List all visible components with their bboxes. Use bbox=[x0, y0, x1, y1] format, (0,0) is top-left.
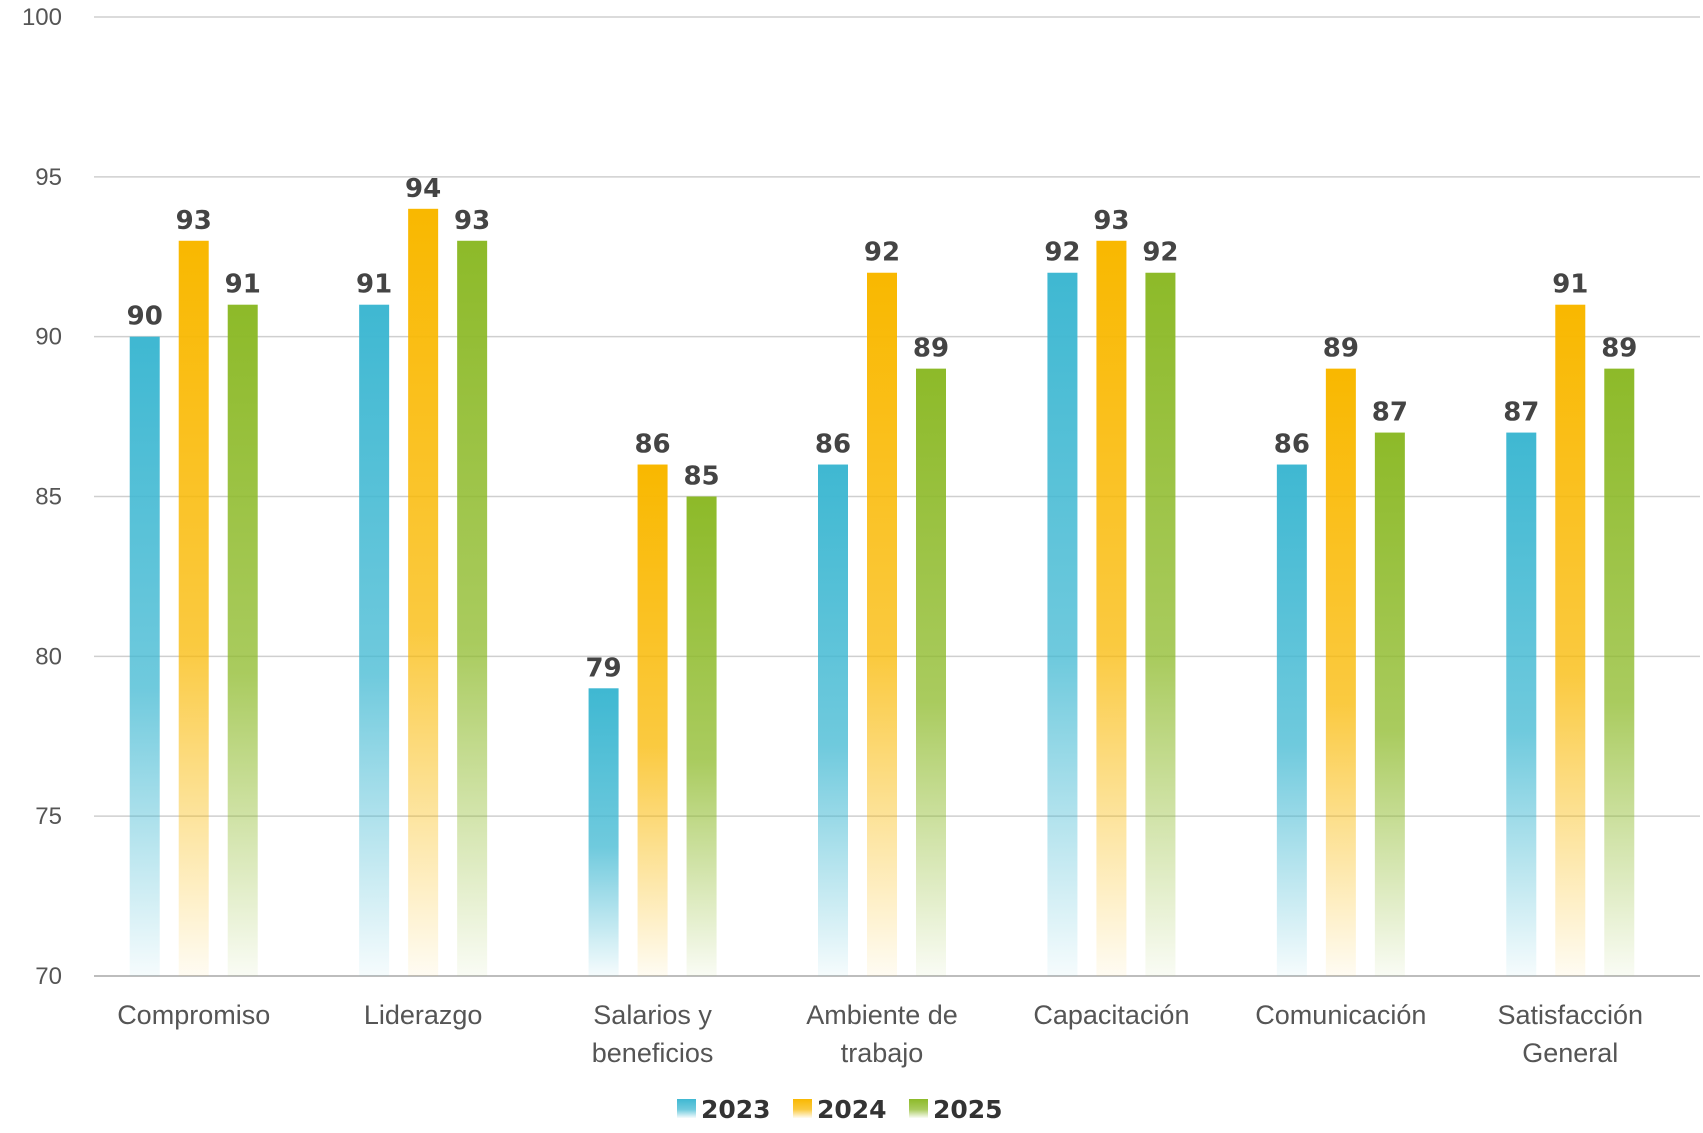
data-label: 86 bbox=[634, 430, 670, 460]
bar-2024-4 bbox=[1096, 240, 1127, 976]
bar-2023-4 bbox=[1047, 272, 1078, 976]
y-tick-label: 90 bbox=[35, 324, 62, 351]
bar-2024-2 bbox=[637, 464, 668, 976]
bars bbox=[129, 208, 1635, 977]
data-label: 91 bbox=[1552, 270, 1588, 300]
bar-2025-2 bbox=[686, 496, 717, 976]
y-axis: 70 75 80 85 90 95 100 bbox=[22, 4, 62, 990]
x-tick-label: Liderazgo bbox=[364, 1000, 483, 1030]
data-label: 91 bbox=[225, 270, 261, 300]
y-tick-label: 100 bbox=[22, 4, 62, 31]
data-label: 94 bbox=[405, 174, 441, 204]
data-labels: 90 93 91 91 94 93 79 86 85 86 92 89 92 93 92 86 89 87 87 91… bbox=[127, 174, 1638, 683]
bar-2025-1 bbox=[457, 240, 488, 976]
bar-2023-0 bbox=[129, 336, 160, 977]
data-label: 89 bbox=[1323, 334, 1359, 364]
legend-swatch-2023 bbox=[677, 1099, 696, 1118]
y-tick-label: 85 bbox=[35, 484, 62, 511]
data-label: 89 bbox=[1601, 334, 1637, 364]
legend-label: 2024 bbox=[817, 1095, 887, 1124]
data-label: 92 bbox=[1044, 238, 1080, 268]
legend-label: 2025 bbox=[933, 1095, 1003, 1124]
data-label: 87 bbox=[1503, 398, 1539, 428]
bar-2024-1 bbox=[408, 208, 439, 977]
x-tick-label: Capacitación bbox=[1033, 1000, 1189, 1030]
x-tick-label: Compromiso bbox=[117, 1000, 270, 1030]
bar-2025-0 bbox=[227, 304, 258, 976]
data-label: 89 bbox=[913, 334, 949, 364]
bar-2025-6 bbox=[1604, 368, 1635, 977]
data-label: 92 bbox=[1142, 238, 1178, 268]
data-label: 91 bbox=[356, 270, 392, 300]
data-label: 85 bbox=[683, 462, 719, 492]
data-label: 86 bbox=[1274, 430, 1310, 460]
bar-2024-6 bbox=[1555, 304, 1586, 976]
bar-2023-3 bbox=[818, 464, 848, 976]
data-label: 79 bbox=[585, 653, 621, 683]
legend-label: 2023 bbox=[701, 1095, 771, 1124]
data-label: 90 bbox=[127, 302, 163, 332]
data-label: 93 bbox=[454, 206, 490, 236]
x-tick-label: Satisfacción General bbox=[1497, 1000, 1643, 1068]
bar-2025-3 bbox=[916, 368, 946, 977]
bar-2024-3 bbox=[867, 272, 897, 976]
y-tick-label: 75 bbox=[35, 803, 62, 830]
y-tick-label: 80 bbox=[35, 643, 62, 670]
bar-2023-5 bbox=[1276, 464, 1307, 976]
legend-swatch-2024 bbox=[793, 1099, 812, 1118]
bar-2023-6 bbox=[1506, 432, 1537, 977]
bar-2023-2 bbox=[588, 688, 619, 976]
bar-2023-1 bbox=[359, 304, 390, 976]
bar-2025-5 bbox=[1374, 432, 1405, 977]
x-tick-label: Salarios y beneficios bbox=[592, 1000, 714, 1068]
legend-swatch-2025 bbox=[909, 1099, 928, 1118]
data-label: 93 bbox=[176, 206, 212, 236]
y-tick-label: 70 bbox=[35, 963, 62, 990]
data-label: 87 bbox=[1372, 398, 1408, 428]
bar-2024-0 bbox=[178, 240, 209, 976]
data-label: 86 bbox=[815, 430, 851, 460]
bar-2025-4 bbox=[1145, 272, 1176, 976]
y-tick-label: 95 bbox=[35, 164, 62, 191]
data-label: 93 bbox=[1093, 206, 1129, 236]
x-tick-label: Comunicación bbox=[1255, 1000, 1426, 1030]
legend: 2023 2024 2025 bbox=[677, 1095, 1003, 1124]
x-axis: Compromiso Liderazgo Salarios y beneficios A… bbox=[117, 1000, 1643, 1068]
x-tick-label: Ambiente de trabajo bbox=[806, 1000, 958, 1068]
bar-2024-5 bbox=[1325, 368, 1356, 977]
data-label: 92 bbox=[864, 238, 900, 268]
